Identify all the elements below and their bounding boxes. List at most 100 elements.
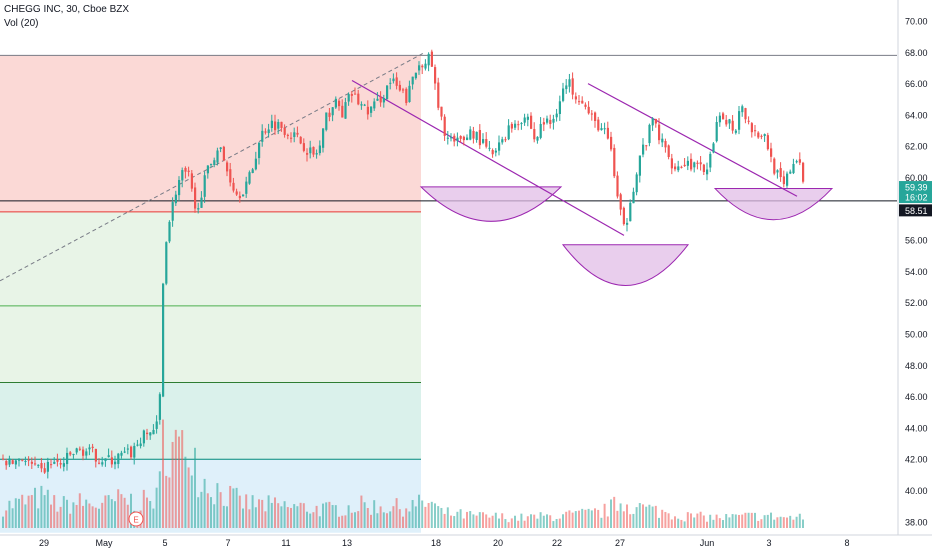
volume-bar xyxy=(5,510,8,528)
volume-bar xyxy=(334,505,337,528)
volume-bar xyxy=(286,507,289,528)
candle-body xyxy=(219,147,222,150)
candle-body xyxy=(277,122,280,129)
candle-body xyxy=(456,137,459,141)
volume-bar xyxy=(635,507,638,528)
candle-body xyxy=(152,429,155,435)
candle-body xyxy=(290,137,293,139)
volume-bar xyxy=(437,506,440,528)
time-tick-label: 29 xyxy=(39,538,49,548)
candle-body xyxy=(789,171,792,174)
price-axis: 70.0068.0066.0064.0062.0060.0058.0056.00… xyxy=(897,0,932,550)
volume-bar xyxy=(715,514,718,528)
candle-body xyxy=(376,98,379,101)
volume-bar xyxy=(309,513,312,528)
time-tick-label: 20 xyxy=(493,538,503,548)
earnings-marker-label: E xyxy=(133,516,138,525)
volume-bar xyxy=(338,516,340,528)
candle-body xyxy=(466,137,469,141)
volume-bar xyxy=(424,506,427,528)
volume-bar xyxy=(680,519,683,528)
candle-body xyxy=(741,106,744,113)
volume-bar xyxy=(782,517,785,528)
volume-bar xyxy=(328,501,331,528)
volume-bar xyxy=(462,518,465,528)
candle-body xyxy=(382,97,385,103)
volume-bar xyxy=(120,494,123,528)
volume-bar xyxy=(50,504,52,528)
candle-body xyxy=(242,194,245,197)
volume-bar xyxy=(770,512,772,528)
candle-body xyxy=(216,150,219,163)
volume-bar xyxy=(181,430,184,528)
volume-bar xyxy=(379,506,382,528)
candle-body xyxy=(373,101,376,109)
volume-bar xyxy=(274,497,276,528)
volume-bar xyxy=(411,500,414,528)
candle-body xyxy=(270,120,273,128)
candle-body xyxy=(114,461,117,465)
volume-bar xyxy=(386,513,388,528)
candle-body xyxy=(552,118,555,123)
volume-bar xyxy=(520,513,523,528)
volume-bar xyxy=(683,521,686,528)
volume-bar xyxy=(408,511,411,528)
volume-bar xyxy=(558,518,561,528)
volume-bar xyxy=(450,515,452,528)
volume-bar xyxy=(699,511,702,528)
candle-body xyxy=(539,123,542,138)
candle-body xyxy=(123,451,126,453)
volume-bar xyxy=(290,507,292,528)
candle-body xyxy=(613,147,616,177)
volume-bar xyxy=(82,505,84,528)
volume-bar xyxy=(533,514,536,528)
volume-bar xyxy=(645,506,648,528)
volume-bar xyxy=(485,514,488,528)
volume-bar xyxy=(594,508,596,528)
volume-bar xyxy=(325,502,328,528)
candle-body xyxy=(770,148,773,157)
volume-bar xyxy=(229,485,232,528)
candle-body xyxy=(21,459,24,461)
volume-bar xyxy=(306,511,308,528)
volume-bar xyxy=(421,500,424,528)
price-axis-bg xyxy=(898,0,932,550)
volume-bar xyxy=(85,499,88,528)
candle-body xyxy=(795,161,798,163)
candle-body xyxy=(418,65,421,71)
candle-body xyxy=(520,123,523,125)
volume-bar xyxy=(18,498,20,528)
price-tick-label: 48.00 xyxy=(905,361,928,371)
candle-body xyxy=(670,158,673,169)
candle-body xyxy=(59,463,62,465)
volume-bar xyxy=(280,506,283,528)
volume-bar xyxy=(366,507,369,528)
volume-bar xyxy=(530,514,532,528)
zone-3 xyxy=(0,382,421,460)
time-tick-label: 5 xyxy=(162,538,167,548)
zone-0 xyxy=(0,55,421,212)
candle-body xyxy=(98,462,101,464)
volume-bar xyxy=(587,508,590,528)
candle-body xyxy=(296,132,299,135)
candle-body xyxy=(482,139,485,143)
candle-body xyxy=(600,128,603,131)
volume-bar xyxy=(62,496,65,528)
volume-bar xyxy=(581,508,584,528)
time-tick-label: 13 xyxy=(342,538,352,548)
volume-bar xyxy=(200,491,203,528)
volume-bar xyxy=(101,502,104,528)
volume-bar xyxy=(434,503,436,528)
volume-bar xyxy=(210,497,212,528)
volume-indicator-label: Vol (20) xyxy=(4,18,39,29)
candle-body xyxy=(309,147,312,154)
volume-bar xyxy=(654,505,657,528)
price-tick-label: 50.00 xyxy=(905,330,928,340)
volume-bar xyxy=(501,513,504,528)
candle-body xyxy=(792,163,795,174)
candle-body xyxy=(443,116,446,136)
candle-body xyxy=(786,173,789,186)
time-tick-label: 8 xyxy=(844,538,849,548)
